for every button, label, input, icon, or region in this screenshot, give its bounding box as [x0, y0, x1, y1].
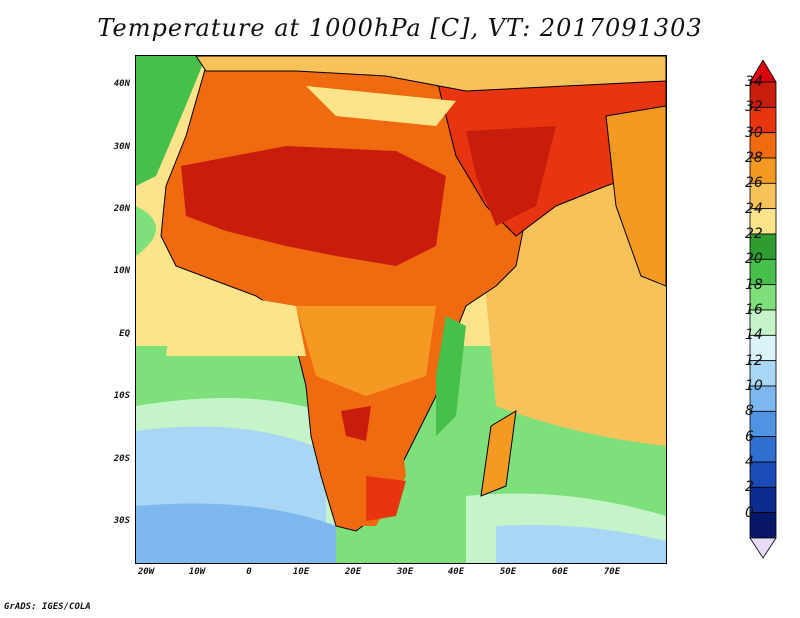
- colorbar-tick-label: 34: [745, 74, 763, 90]
- colorbar-segment: [749, 233, 777, 260]
- lat-tick-label: 30S: [113, 516, 130, 526]
- colorbar-segment: [749, 106, 777, 134]
- north-atlantic-green: [136, 56, 206, 186]
- colorbar-tick-label: 18: [745, 276, 763, 293]
- sahara-hot-region: [181, 146, 446, 266]
- colorbar-segment: [749, 132, 777, 159]
- central-africa-region: [296, 306, 436, 396]
- colorbar: [749, 60, 777, 559]
- europe-landmass: [195, 56, 666, 92]
- lat-tick-label: 10S: [113, 391, 130, 401]
- canary-region: [136, 206, 156, 256]
- lon-tick-label: 30E: [396, 567, 414, 577]
- colorbar-tick-label: 16: [745, 302, 763, 318]
- map-title: Temperature at 1000hPa [C], VT: 20170913…: [97, 14, 703, 42]
- lon-tick-label: 60E: [551, 567, 569, 577]
- colorbar-segment: [749, 81, 777, 108]
- lon-tick-label: 50E: [499, 567, 517, 577]
- colorbar-tick-label: 32: [745, 99, 763, 116]
- colorbar-segment: [749, 309, 777, 336]
- south-africa-hot: [366, 476, 406, 521]
- colorbar-tick-label: 26: [745, 175, 763, 192]
- indian-ocean-warm: [476, 176, 666, 446]
- lon-tick-label: 10W: [188, 567, 206, 577]
- colorbar-tick-label: 24: [745, 200, 763, 217]
- india-landmass: [605, 105, 666, 287]
- map-canvas: [136, 56, 666, 563]
- colorbar-tick-label: 10: [745, 378, 763, 394]
- lat-tick-label: EQ: [119, 329, 130, 339]
- colorbar-segment: [749, 410, 777, 438]
- colorbar-tick-label: 20: [745, 251, 763, 268]
- colorbar-segment: [749, 284, 777, 311]
- colorbar-tick-label: 2: [745, 479, 754, 496]
- colorbar-segment: [749, 208, 777, 235]
- lon-tick-label: 10E: [292, 567, 310, 577]
- colorbar-tick-label: 4: [745, 454, 754, 470]
- colorbar-bottom-arrow: [749, 537, 777, 559]
- lon-tick-label: 20W: [137, 567, 155, 577]
- colorbar-tick-label: 0: [745, 504, 754, 521]
- gulf-of-guinea: [166, 286, 306, 356]
- colorbar-tick-label: 6: [745, 428, 754, 445]
- lat-tick-label: 20S: [113, 454, 130, 464]
- south-atlantic-deep: [136, 503, 336, 563]
- lon-tick-label: 20E: [344, 567, 362, 577]
- arabia-hot-core: [466, 126, 556, 226]
- east-coast-green: [436, 316, 466, 436]
- south-indian-blue: [496, 525, 666, 563]
- colorbar-tick-label: 22: [745, 226, 763, 242]
- kalahari-hot: [341, 406, 371, 441]
- colorbar-tick-label: 28: [745, 150, 763, 166]
- lon-tick-label: 40E: [447, 567, 465, 577]
- mediterranean-sea: [306, 86, 456, 126]
- colorbar-tick-label: 14: [745, 327, 763, 344]
- colorbar-segment: [749, 258, 777, 286]
- footer-credit: GrADS: IGES/COLA: [4, 602, 91, 612]
- madagascar: [480, 410, 517, 497]
- lon-tick-label: 70E: [603, 567, 621, 577]
- lon-tick-label: 0: [246, 567, 252, 577]
- lat-tick-label: 10N: [113, 266, 130, 276]
- colorbar-tick-label: 12: [745, 352, 763, 369]
- lat-tick-label: 30N: [113, 142, 130, 152]
- lat-tick-label: 20N: [113, 204, 130, 214]
- lat-tick-label: 40N: [113, 79, 130, 89]
- colorbar-tick-label: 30: [745, 124, 763, 141]
- colorbar-tick-label: 8: [745, 403, 754, 420]
- colorbar-segment: [749, 182, 777, 210]
- temperature-map: [135, 55, 667, 564]
- colorbar-segment: [749, 512, 777, 539]
